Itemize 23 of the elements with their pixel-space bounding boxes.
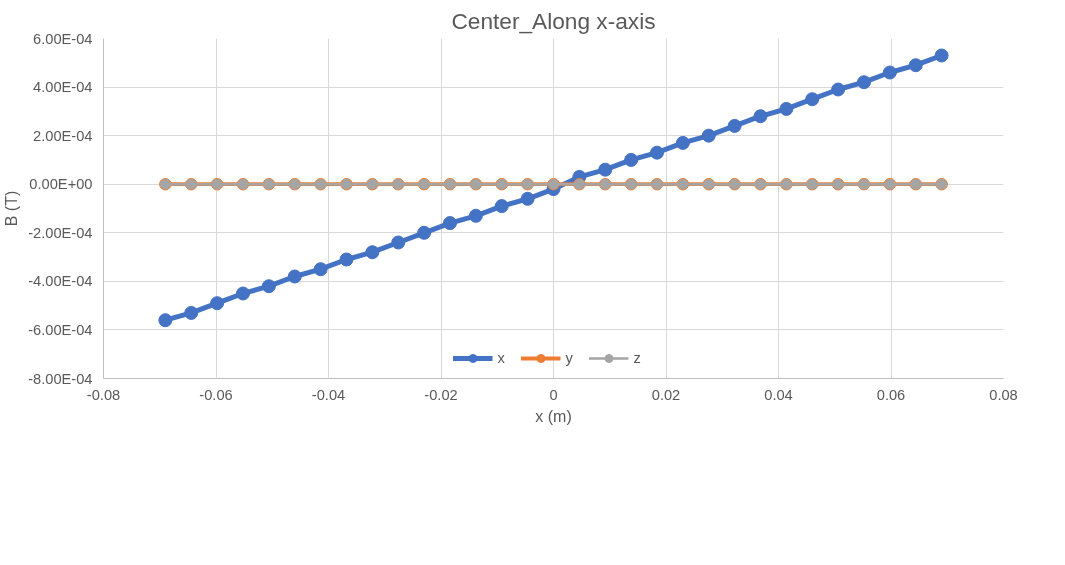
x-tick-label: 0.06 [876, 386, 906, 403]
y-tick-label: -6.00E-04 [28, 321, 93, 338]
legend-label: y [565, 350, 574, 366]
x-tick-label: -0.06 [199, 386, 233, 403]
x-tick-label: 0 [549, 386, 558, 403]
x-tick-label: -0.08 [86, 386, 121, 403]
legend-label: z [633, 350, 642, 366]
x-tick-label: -0.04 [311, 386, 346, 403]
x-axis-title: x (m) [535, 407, 572, 425]
y-axis-title: B (T) [3, 190, 21, 227]
y-tick-label: -2.00E-04 [28, 224, 93, 241]
y-tick-label: -4.00E-04 [28, 273, 93, 290]
x-tick-label: 0.02 [651, 386, 681, 403]
chart-title: Center_Along x-axis [451, 7, 656, 34]
y-tick-label: -8.00E-04 [28, 370, 93, 387]
y-tick-label: 6.00E-04 [33, 30, 93, 47]
y-tick-label: 0.00E+00 [29, 176, 93, 193]
x-tick-label: 0.08 [989, 386, 1018, 403]
y-tick-label: 2.00E-04 [33, 127, 93, 144]
x-tick-label: -0.02 [424, 386, 458, 403]
x-tick-label: 0.04 [764, 386, 793, 403]
y-tick-label: 4.00E-04 [33, 79, 93, 96]
legend-label: x [497, 350, 506, 366]
